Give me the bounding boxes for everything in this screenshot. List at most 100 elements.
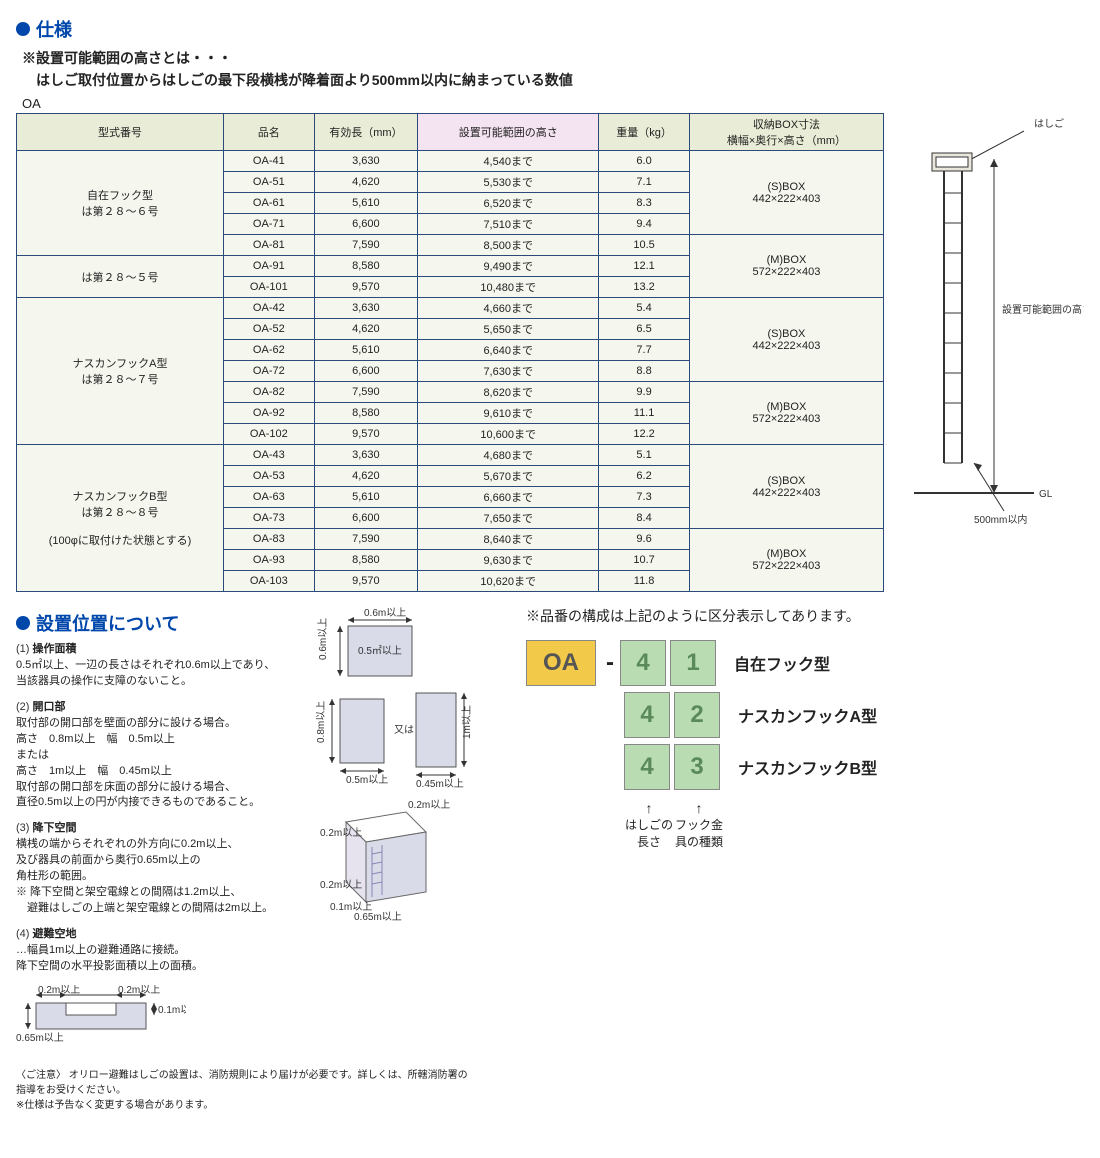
data-cell: OA-73 <box>224 508 315 529</box>
pos-item: (1) 操作面積0.5㎡以上、一辺の長さはそれぞれ0.6m以上であり、 当該器具… <box>16 642 316 690</box>
data-cell: 4,660まで <box>418 298 599 319</box>
data-cell: 7,650まで <box>418 508 599 529</box>
data-cell: OA-83 <box>224 529 315 550</box>
data-cell: 5,610 <box>314 193 418 214</box>
arrow-right-label: フック金具の種類 <box>674 816 724 850</box>
data-cell: 5.1 <box>599 445 690 466</box>
footer-notes: 〈ご注意〉 オリロー避難はしごの設置は、消防規則により届けが必要です。詳しくは、… <box>16 1068 1084 1113</box>
box-cell: (S)BOX 442×222×403 <box>689 445 883 529</box>
type-cell: は第２８～５号 <box>17 256 224 298</box>
svg-text:0.2m以上: 0.2m以上 <box>320 827 362 839</box>
data-cell: OA-101 <box>224 277 315 298</box>
code-d1-box: 4 <box>620 640 666 686</box>
data-cell: 4,680まで <box>418 445 599 466</box>
svg-text:0.65m以上: 0.65m以上 <box>16 1032 64 1044</box>
lbl-range: 設置可能範囲の高さ <box>1002 303 1084 316</box>
svg-text:0.8m以上: 0.8m以上 <box>316 701 327 743</box>
data-cell: OA-63 <box>224 487 315 508</box>
th-weight: 重量（kg） <box>599 114 690 151</box>
data-cell: 12.1 <box>599 256 690 277</box>
data-cell: 8.3 <box>599 193 690 214</box>
box-cell: (M)BOX 572×222×403 <box>689 529 883 592</box>
data-cell: 6,640まで <box>418 340 599 361</box>
data-cell: 5.4 <box>599 298 690 319</box>
data-cell: OA-102 <box>224 424 315 445</box>
svg-text:0.2m以上: 0.2m以上 <box>408 799 450 811</box>
data-cell: 11.1 <box>599 403 690 424</box>
data-cell: OA-61 <box>224 193 315 214</box>
code-grid: OA - 4 1 自在フック型 4 2 ナスカンフックA型 4 3 ナスカンフッ… <box>526 640 1084 850</box>
arrow-left: ↑ はしごの長さ <box>624 800 674 850</box>
data-cell: 8,500まで <box>418 235 599 256</box>
lbl-500: 500mm以内 <box>974 513 1027 526</box>
data-cell: 9.4 <box>599 214 690 235</box>
data-cell: 6,660まで <box>418 487 599 508</box>
code-note: ※品番の構成は上記のように区分表示してあります。 <box>526 606 1084 626</box>
data-cell: 8,580 <box>314 403 418 424</box>
code-d2-box: 3 <box>674 744 720 790</box>
box-cell: (S)BOX 442×222×403 <box>689 298 883 382</box>
data-cell: 11.8 <box>599 571 690 592</box>
data-cell: 10.5 <box>599 235 690 256</box>
spec-table: 型式番号 品名 有効長（mm） 設置可能範囲の高さ 重量（kg） 収納BOX寸法… <box>16 113 884 592</box>
code-d1-box: 4 <box>624 744 670 790</box>
svg-text:1m以上: 1m以上 <box>461 705 473 739</box>
box-cell: (S)BOX 442×222×403 <box>689 151 883 235</box>
data-cell: 6,520まで <box>418 193 599 214</box>
data-cell: 8,580 <box>314 550 418 571</box>
pos-item: (2) 開口部取付部の開口部を壁面の部分に設ける場合。 高さ 0.8m以上 幅 … <box>16 700 316 812</box>
data-cell: 10,600まで <box>418 424 599 445</box>
data-cell: 7.7 <box>599 340 690 361</box>
oa-label: OA <box>22 96 1084 111</box>
data-cell: OA-71 <box>224 214 315 235</box>
data-cell: OA-51 <box>224 172 315 193</box>
data-cell: 8,580 <box>314 256 418 277</box>
data-cell: OA-72 <box>224 361 315 382</box>
arrow-left-label: はしごの長さ <box>624 816 674 850</box>
data-cell: OA-52 <box>224 319 315 340</box>
diagram-1: 0.6m以上 0.5㎡以上 0.6m以上 <box>316 606 426 686</box>
data-cell: 9,570 <box>314 424 418 445</box>
data-cell: 9,610まで <box>418 403 599 424</box>
data-cell: 5,610 <box>314 340 418 361</box>
data-cell: 7,630まで <box>418 361 599 382</box>
data-cell: 5,670まで <box>418 466 599 487</box>
data-cell: 7,590 <box>314 529 418 550</box>
th-type: 型式番号 <box>17 114 224 151</box>
code-row-1: OA - 4 1 自在フック型 <box>526 640 1084 686</box>
section-spec-title: 仕様 <box>36 16 72 42</box>
footer-change-note: ※仕様は予告なく変更する場合があります。 <box>16 1100 213 1111</box>
footer-caution-text: オリロー避難はしごの設置は、消防規則により届けが必要です。詳しくは、所轄消防署の… <box>16 1070 468 1096</box>
code-row-2: 4 2 ナスカンフックA型 <box>624 692 1084 738</box>
data-cell: 6.5 <box>599 319 690 340</box>
data-cell: 9,630まで <box>418 550 599 571</box>
type-cell: ナスカンフックA型 は第２８～７号 <box>17 298 224 445</box>
box-cell: (M)BOX 572×222×403 <box>689 235 883 298</box>
code-d2-box: 2 <box>674 692 720 738</box>
section-pos-header: 設置位置について <box>16 610 316 636</box>
type-cell: 自在フック型 は第２８～６号 <box>17 151 224 256</box>
code-dash: - <box>606 649 614 677</box>
data-cell: 8,620まで <box>418 382 599 403</box>
data-cell: 8.4 <box>599 508 690 529</box>
data-cell: 6.0 <box>599 151 690 172</box>
code-label-2: ナスカンフックA型 <box>738 703 877 727</box>
data-cell: 9,490まで <box>418 256 599 277</box>
data-cell: 6,600 <box>314 214 418 235</box>
data-cell: 13.2 <box>599 277 690 298</box>
data-cell: OA-103 <box>224 571 315 592</box>
data-cell: 5,530まで <box>418 172 599 193</box>
section-spec-header: 仕様 <box>16 16 1084 42</box>
th-length: 有効長（mm） <box>314 114 418 151</box>
bullet-icon <box>16 22 30 36</box>
svg-text:0.2m以上: 0.2m以上 <box>118 985 160 996</box>
data-cell: 4,620 <box>314 319 418 340</box>
svg-text:0.65m以上: 0.65m以上 <box>354 911 402 922</box>
code-label-1: 自在フック型 <box>734 651 830 675</box>
data-cell: 8,640まで <box>418 529 599 550</box>
box-cell: (M)BOX 572×222×403 <box>689 382 883 445</box>
data-cell: 3,630 <box>314 151 418 172</box>
note-line-1: ※設置可能範囲の高さとは・・・ <box>22 48 1084 68</box>
diagram-2: 0.8m以上 0.5m以上 又は 1m以上 0.45m以上 <box>316 689 486 789</box>
footer-caution-label: 〈ご注意〉 <box>16 1070 66 1081</box>
